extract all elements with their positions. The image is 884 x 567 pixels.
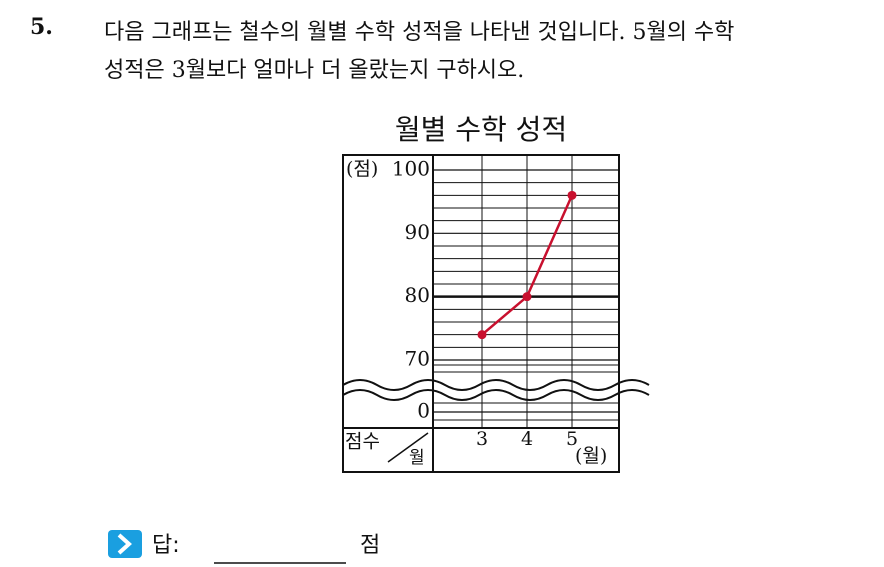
- y-tick-label: 80: [405, 283, 430, 307]
- chart-frame: [342, 154, 620, 473]
- answer-unit: 점: [360, 533, 380, 558]
- problem-number: 5.: [30, 14, 53, 40]
- x-tick-label: 4: [521, 428, 533, 450]
- grid: [433, 155, 619, 428]
- answer-icon-arrow: [117, 533, 132, 555]
- axis-break: [342, 379, 650, 391]
- corner-label: 월: [409, 448, 425, 468]
- chart-title: 월별 수학 성적: [395, 113, 567, 146]
- y-tick-label: 70: [405, 347, 430, 371]
- corner-diagonal: [387, 432, 429, 463]
- x-axis-label: (월): [575, 445, 607, 467]
- corner-label: 점수: [345, 431, 380, 453]
- y-axis-label: (점): [346, 158, 378, 180]
- question-line: 다음 그래프는 철수의 월별 수학 성적을 나타낸 것입니다. 5월의 수학: [104, 20, 735, 45]
- y-tick-label: 90: [405, 220, 430, 244]
- y-tick-label: 0: [417, 399, 430, 423]
- answer-icon: [108, 530, 142, 558]
- data-point: [522, 292, 532, 302]
- data-point: [477, 330, 487, 340]
- y-tick-label: 100: [392, 157, 430, 181]
- x-tick-label: 3: [476, 428, 488, 450]
- question-line: 성적은 3월보다 얼마나 더 올랐는지 구하시오.: [104, 58, 525, 83]
- data-point: [567, 190, 577, 200]
- axis-break: [342, 389, 650, 401]
- answer-label: 답:: [152, 533, 180, 558]
- x-tick-label: 5: [566, 428, 578, 450]
